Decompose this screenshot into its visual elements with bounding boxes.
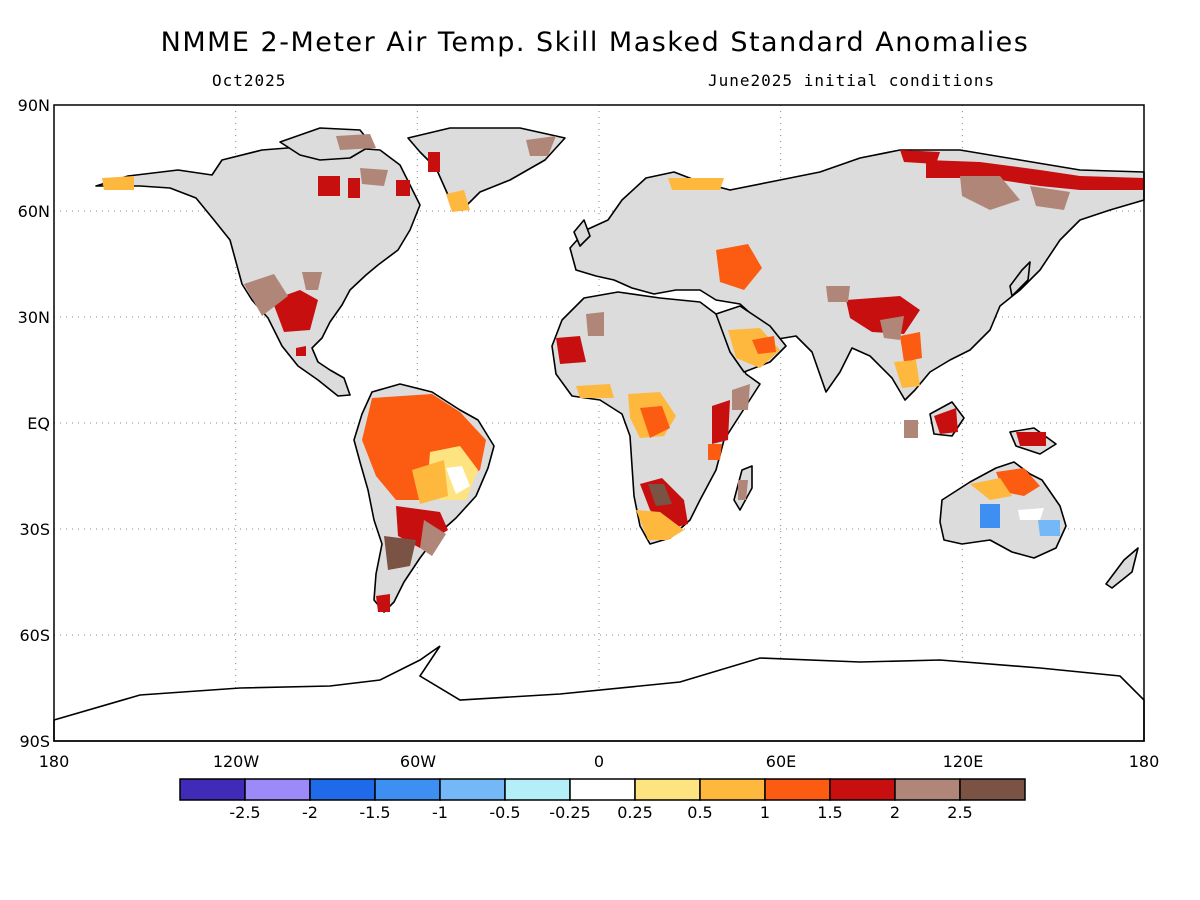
colorbar-label: -2 — [302, 803, 318, 822]
colorbar-label: -1.5 — [359, 803, 390, 822]
valid-month-label: Oct2025 — [212, 71, 287, 90]
longitude-labels: 180 120W 60W 0 60E 120E 180 — [39, 752, 1160, 771]
lon-label: 60W — [400, 752, 436, 771]
land-britain — [573, 219, 591, 247]
lat-label: EQ — [27, 414, 50, 433]
lat-label: 60N — [18, 202, 50, 221]
colorbar-label: -0.25 — [549, 803, 590, 822]
anomaly-patches — [102, 134, 1144, 612]
colorbar-swatch — [959, 778, 1026, 801]
colorbar-swatch — [569, 778, 636, 801]
colorbar-swatch — [699, 778, 766, 801]
lat-label: 30S — [19, 520, 50, 539]
colorbar-swatch — [179, 778, 246, 801]
colorbar-swatch — [374, 778, 441, 801]
colorbar-swatch — [504, 778, 571, 801]
land-new-zealand — [1105, 547, 1139, 589]
colorbar-swatch — [309, 778, 376, 801]
land-eurasia — [569, 149, 1145, 401]
colorbar-label: 1.5 — [817, 803, 842, 822]
colorbar-swatch — [894, 778, 961, 801]
lon-label: 120E — [943, 752, 984, 771]
colorbar-swatch — [244, 778, 311, 801]
lon-label: 120W — [213, 752, 260, 771]
colorbar-label: 1 — [760, 803, 770, 822]
page-title: NMME 2-Meter Air Temp. Skill Masked Stan… — [160, 27, 1030, 58]
colorbar: -2.5 -2 -1.5 -1 -0.5 -0.25 0.25 0.5 1 1.5 2 2.5 — [179, 778, 1026, 822]
colorbar-label: 2 — [890, 803, 900, 822]
lon-label: 0 — [594, 752, 604, 771]
colorbar-swatch — [829, 778, 896, 801]
colorbar-label: -1 — [432, 803, 448, 822]
lat-label: 90N — [18, 96, 50, 115]
lon-label: 180 — [1129, 752, 1160, 771]
colorbar-swatch — [634, 778, 701, 801]
initial-conditions-label: June2025 initial conditions — [708, 71, 996, 90]
colorbar-label: -2.5 — [229, 803, 260, 822]
land-japan — [1009, 261, 1031, 297]
colorbar-label: 0.25 — [617, 803, 653, 822]
latitude-labels: 90N 60N 30N EQ 30S 60S 90S — [18, 96, 50, 751]
colorbar-swatch — [439, 778, 506, 801]
lon-label: 60E — [766, 752, 796, 771]
colorbar-swatch — [764, 778, 831, 801]
lat-label: 30N — [18, 308, 50, 327]
map-frame — [53, 104, 1145, 742]
colorbar-label: -0.5 — [489, 803, 520, 822]
lat-label: 90S — [19, 732, 50, 751]
colorbar-label: 2.5 — [947, 803, 972, 822]
land-antarctica — [53, 645, 1145, 742]
lon-label: 180 — [39, 752, 70, 771]
lat-label: 60S — [19, 626, 50, 645]
colorbar-label: 0.5 — [687, 803, 712, 822]
